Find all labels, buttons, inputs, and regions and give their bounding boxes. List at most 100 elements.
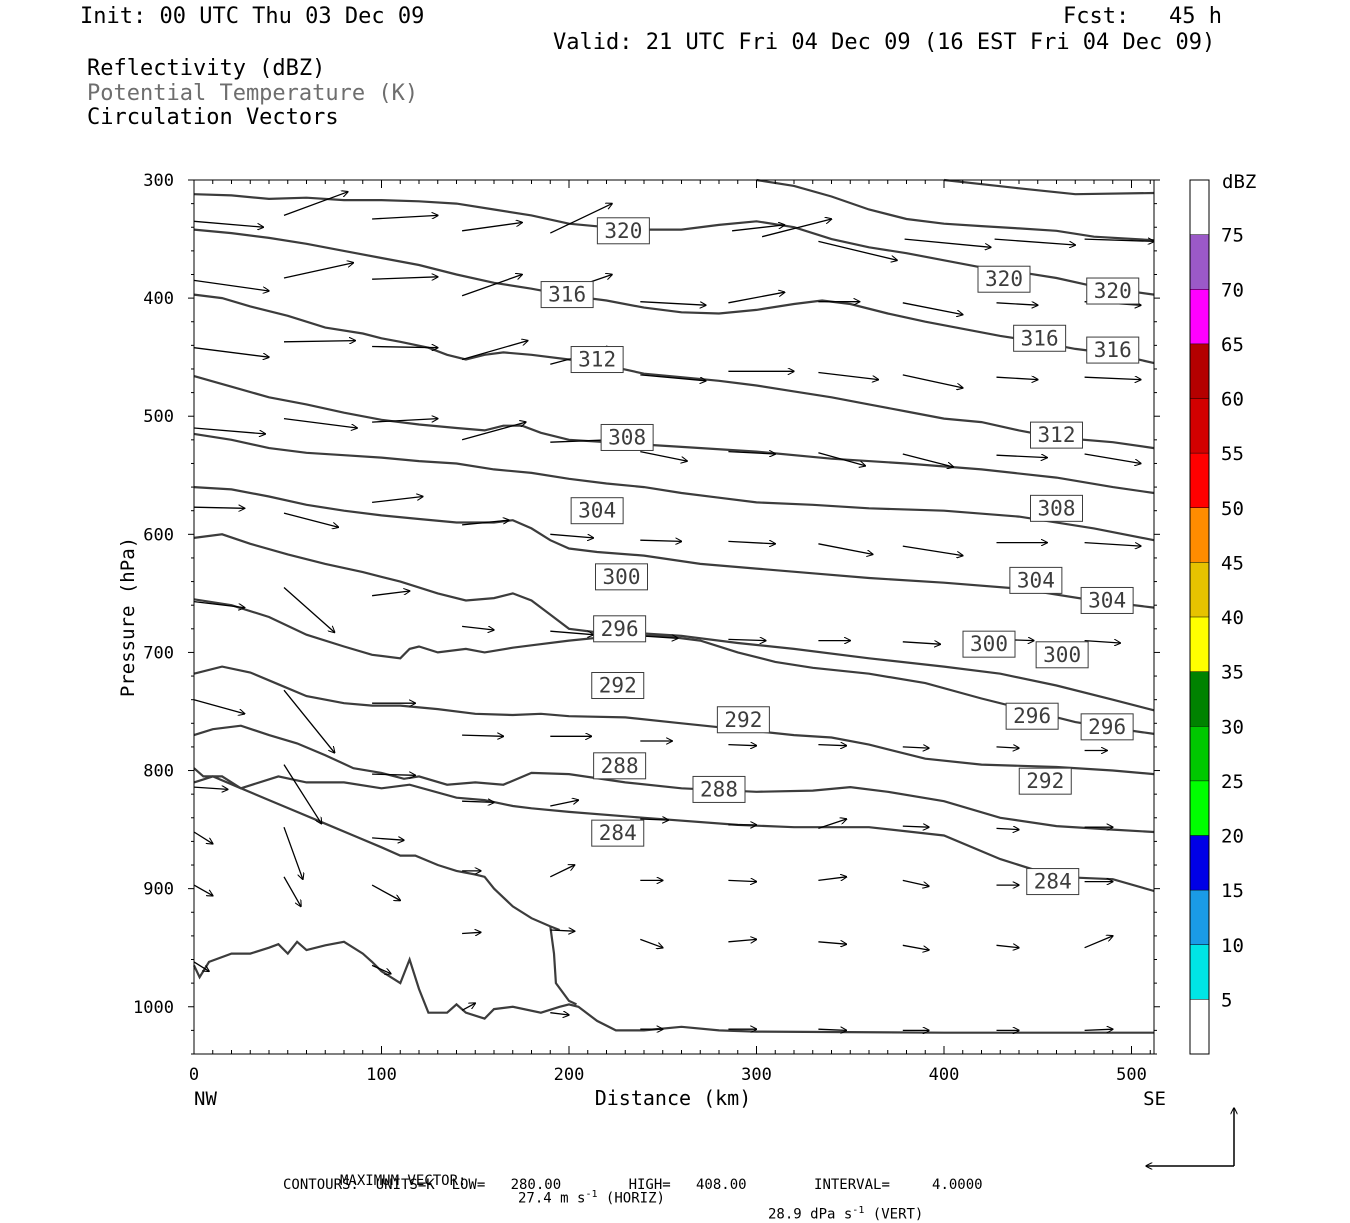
colorbar-level-label: 45 [1221,552,1244,574]
contour-label-box [591,672,645,700]
contour-label-box [977,265,1031,293]
contour-label-box [591,819,645,847]
colorbar-level-label: 10 [1221,935,1244,957]
theta-contour-288 [193,724,1155,834]
circulation-vector [640,819,668,820]
circulation-vector [1084,1029,1113,1030]
colorbar-swatch [1190,999,1209,1054]
colorbar-unit: dBZ [1222,171,1256,193]
circulation-vector [283,417,357,428]
colorbar-swatch [1190,343,1209,399]
circulation-vector [1084,541,1141,547]
colorbar-swatch [1190,671,1209,727]
colorbar-level-label: 75 [1221,225,1244,247]
forecast-hour: Fcst: 45 h [1063,4,1222,29]
circulation-vector [902,879,929,886]
circulation-vector [640,938,663,947]
contour-label: 284 [1034,870,1072,894]
contour-label: 284 [599,821,637,845]
circulation-vector [550,1013,569,1015]
x-end-label-nw: NW [194,1088,217,1110]
y-axis: 300 400 500 600 700 800 900 1000 [133,171,1160,1055]
circulation-vector [461,422,526,441]
x-tick-label: 100 [366,1065,397,1085]
colorbar-swatch [1190,944,1209,1000]
circulation-vector [193,699,245,714]
max-vector-label: MAXIMUM VECTOR: [340,1173,467,1189]
contour-label-box [600,423,654,451]
max-vector-vert: 28.9 dPa s [768,1206,853,1223]
circulation-vector [902,302,963,315]
theta-contour-284 [549,926,577,1006]
contour-label: 296 [601,617,639,641]
circulation-vector [283,341,355,342]
circulation-vector [818,745,846,746]
contour-label-box [716,706,770,734]
circulation-vector [728,541,775,543]
contour-label-box [1080,713,1134,741]
colorbar-swatch [1190,726,1209,781]
contour-label: 320 [1094,279,1132,303]
circulation-vector [996,377,1038,379]
circulation-vector [1084,377,1141,379]
circulation-vector [372,215,438,220]
circulation-vector [818,452,865,466]
y-tick-label: 900 [143,880,174,900]
colorbar-swatch [1190,507,1209,563]
circulation-vector [818,543,872,555]
theta-contour-328 [756,178,1155,242]
contour-label-box [1086,277,1140,305]
colorbar-level-label: 60 [1221,389,1244,411]
circulation-vector [550,865,574,878]
contour-label-box [595,563,648,591]
contour-label-box [1030,421,1083,449]
circulation-vector [372,277,438,279]
circulation-vector [1084,453,1141,464]
contour-label-box [1030,494,1083,522]
circulation-vector [902,453,954,467]
contour-label: 312 [578,348,616,372]
contour-label-box [1009,566,1063,594]
field-label-vectors: Circulation Vectors [87,105,339,130]
max-vector-horiz-tag: (HORIZ) [605,1190,665,1207]
circulation-vector [996,455,1048,457]
theta-contour-300 [193,533,1155,712]
colorbar-swatch [1190,890,1209,945]
contour-label: 288 [700,777,738,801]
circulation-vector [550,800,578,807]
circulation-vector [371,964,391,973]
circulation-vector [372,838,404,840]
contour-label-box [540,281,594,309]
circulation-vector [550,533,593,538]
circulation-vector [640,540,681,541]
contour-label: 300 [603,565,641,589]
x-axis-label: Distance (km) [595,1086,752,1110]
y-tick-label: 600 [143,525,174,545]
circulation-vector [818,240,897,260]
circulation-vector [818,942,846,944]
y-tick-label: 1000 [133,998,174,1018]
circulation-vector [283,192,348,217]
circulation-vector [550,440,610,442]
contour-label: 316 [548,283,586,307]
contour-label-box [596,217,650,245]
circulation-vector [193,220,263,227]
colorbar-swatch [1190,234,1209,290]
contour-label-box [1086,336,1140,364]
theta-contour-284 [193,767,560,932]
contour-label: 320 [985,267,1023,291]
contour-label-box [593,615,647,643]
contour-label: 296 [1088,715,1126,739]
x-end-label-se: SE [1143,1088,1166,1110]
contour-label-box [1035,641,1089,669]
contour-label: 292 [599,674,637,698]
circulation-vector [462,520,509,526]
circulation-vector [994,238,1076,245]
contour-label-box [1026,868,1080,896]
x-tick-label: 400 [929,1065,960,1085]
circulation-vector [818,819,846,830]
y-tick-label: 700 [143,643,174,663]
contour-label-box [570,346,624,374]
x-axis: 0 100 200 300 400 500 [189,180,1151,1085]
circulation-vector [283,764,322,824]
